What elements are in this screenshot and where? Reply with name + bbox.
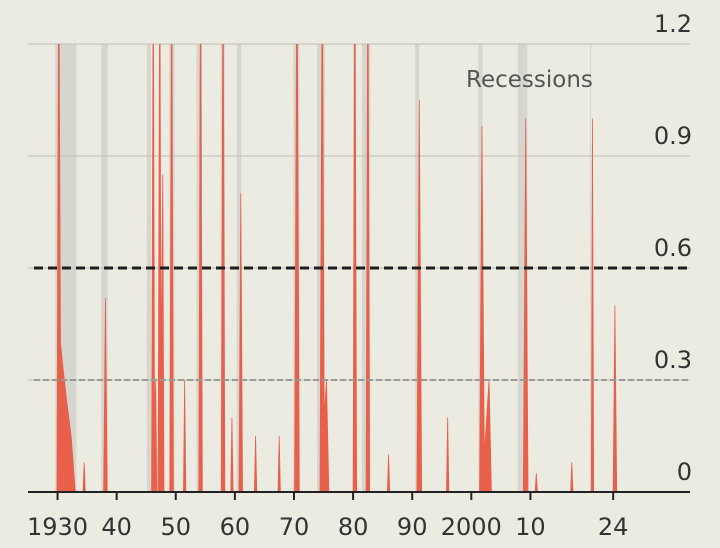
x-tick-label: 2000 — [441, 513, 502, 541]
x-tick-label: 24 — [598, 513, 629, 541]
x-tick-label: 90 — [397, 513, 428, 541]
reference-lines — [34, 266, 690, 381]
y-tick-label: 0.6 — [654, 234, 692, 262]
axes: 0 0.3 0.6 0.9 1.2 1930 40 50 60 70 80 90 2000 10 24 — [27, 10, 692, 541]
x-tick-label: 1930 — [27, 513, 88, 541]
x-tick-label: 10 — [515, 513, 546, 541]
x-tick-label: 60 — [220, 513, 251, 541]
y-tick-label: 0.9 — [654, 122, 692, 150]
recession-label: Recessions — [466, 67, 593, 93]
x-tick-label: 40 — [101, 513, 132, 541]
plot-area — [28, 44, 620, 492]
area-series — [28, 44, 620, 492]
y-tick-label: 1.2 — [654, 10, 692, 38]
y-tick-label: 0.3 — [654, 346, 692, 374]
x-tick-label: 50 — [160, 513, 191, 541]
x-tick-label: 80 — [338, 513, 369, 541]
y-tick-label: 0 — [677, 458, 692, 486]
x-tick-label: 70 — [279, 513, 310, 541]
